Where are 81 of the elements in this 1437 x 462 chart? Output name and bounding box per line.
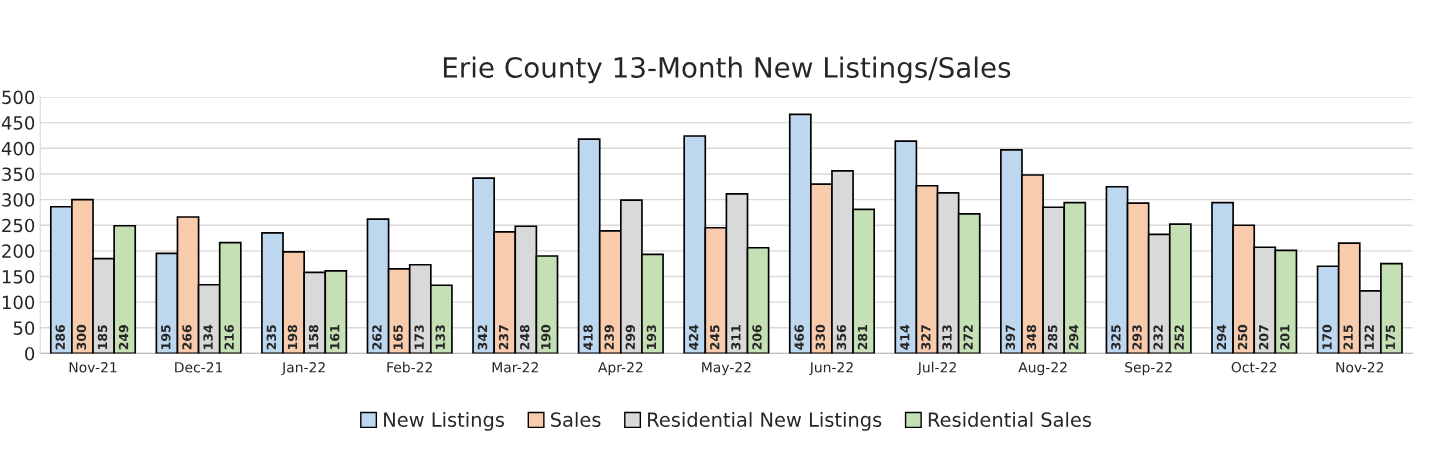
x-tick-label: May-22 bbox=[702, 362, 751, 376]
data-label: 330 bbox=[815, 324, 826, 350]
data-label: 348 bbox=[1026, 325, 1037, 350]
data-label: 294 bbox=[1068, 324, 1079, 350]
data-label: 239 bbox=[604, 325, 614, 350]
y-tick-label: 300 bbox=[2, 193, 35, 207]
y-tick-label: 150 bbox=[2, 269, 35, 284]
data-label: 262 bbox=[372, 325, 382, 350]
data-label: 198 bbox=[287, 325, 298, 349]
data-label: 266 bbox=[182, 324, 192, 350]
y-tick-label: 200 bbox=[2, 244, 35, 258]
data-label: 286 bbox=[55, 324, 65, 350]
data-label: 215 bbox=[1343, 325, 1353, 350]
data-label: 294 bbox=[1216, 324, 1227, 350]
y-tick-label: 250 bbox=[2, 218, 35, 233]
data-label: 325 bbox=[1111, 325, 1121, 350]
data-label: 342 bbox=[477, 325, 488, 350]
data-label: 185 bbox=[97, 325, 108, 349]
data-label: 133 bbox=[435, 325, 446, 349]
data-label: 300 bbox=[76, 324, 87, 350]
data-label: 249 bbox=[118, 325, 129, 350]
data-label: 356 bbox=[836, 324, 847, 350]
data-label: 285 bbox=[1047, 325, 1058, 350]
x-tick-label: Jan-22 bbox=[281, 362, 325, 376]
data-label: 418 bbox=[583, 325, 593, 350]
data-label: 134 bbox=[203, 324, 213, 349]
data-label: 175 bbox=[1385, 325, 1396, 349]
data-label: 327 bbox=[921, 325, 931, 350]
data-label: 397 bbox=[1005, 325, 1016, 350]
x-tick-label: Jul-22 bbox=[917, 361, 956, 376]
data-label: 313 bbox=[942, 325, 952, 350]
data-label: 414 bbox=[900, 324, 910, 350]
data-label: 424 bbox=[688, 324, 699, 350]
data-label: 158 bbox=[308, 325, 319, 349]
data-label: 170 bbox=[1322, 324, 1332, 349]
x-tick-label: Sep-22 bbox=[1125, 362, 1172, 376]
data-label: 250 bbox=[1237, 324, 1248, 350]
legend-label: New Listings bbox=[384, 411, 505, 431]
data-label: 165 bbox=[393, 325, 403, 349]
x-tick-label: Nov-22 bbox=[1336, 362, 1384, 373]
y-tick-label: 450 bbox=[1, 116, 35, 130]
x-tick-label: Oct-22 bbox=[1231, 362, 1277, 373]
x-tick-label: Jun-22 bbox=[809, 362, 853, 376]
data-label: 190 bbox=[541, 324, 551, 349]
data-label: 299 bbox=[625, 325, 636, 350]
data-label: 161 bbox=[330, 325, 340, 349]
x-tick-label: Feb-22 bbox=[387, 361, 432, 373]
x-tick-label: Nov-21 bbox=[69, 362, 117, 373]
y-tick-label: 400 bbox=[1, 141, 35, 156]
legend-label: Sales bbox=[550, 411, 601, 428]
data-label: 193 bbox=[646, 325, 657, 349]
data-label: 207 bbox=[1258, 325, 1269, 350]
y-tick-label: 0 bbox=[25, 346, 35, 361]
chart-title: Erie County 13-Month New Listings/Sales bbox=[443, 56, 1011, 84]
data-label: 216 bbox=[224, 324, 234, 350]
y-tick-label: 350 bbox=[2, 167, 35, 182]
data-label: 466 bbox=[794, 324, 804, 350]
data-label: 232 bbox=[1153, 325, 1163, 350]
data-label: 293 bbox=[1132, 325, 1142, 350]
data-label: 281 bbox=[857, 325, 868, 350]
data-label: 248 bbox=[520, 325, 530, 350]
data-label: 272 bbox=[963, 325, 973, 350]
data-label: 206 bbox=[752, 324, 762, 350]
data-label: 201 bbox=[1280, 325, 1290, 350]
data-label: 237 bbox=[498, 325, 509, 350]
data-label: 195 bbox=[161, 325, 171, 349]
x-tick-label: Dec-21 bbox=[175, 362, 223, 373]
data-label: 311 bbox=[731, 325, 741, 350]
y-tick-label: 500 bbox=[2, 90, 35, 105]
data-label: 122 bbox=[1364, 325, 1374, 349]
y-tick-label: 100 bbox=[2, 295, 35, 310]
data-label: 235 bbox=[266, 325, 277, 350]
legend-label: Residential New Listings bbox=[648, 411, 882, 431]
x-tick-label: Aug-22 bbox=[1018, 362, 1067, 376]
legend-label: Residential Sales bbox=[928, 411, 1092, 428]
data-label: 173 bbox=[414, 325, 424, 349]
data-label: 252 bbox=[1174, 325, 1184, 350]
x-tick-label: Apr-22 bbox=[598, 362, 643, 376]
x-tick-label: Mar-22 bbox=[492, 362, 538, 373]
data-label: 245 bbox=[710, 325, 720, 350]
y-tick-label: 50 bbox=[13, 321, 35, 335]
